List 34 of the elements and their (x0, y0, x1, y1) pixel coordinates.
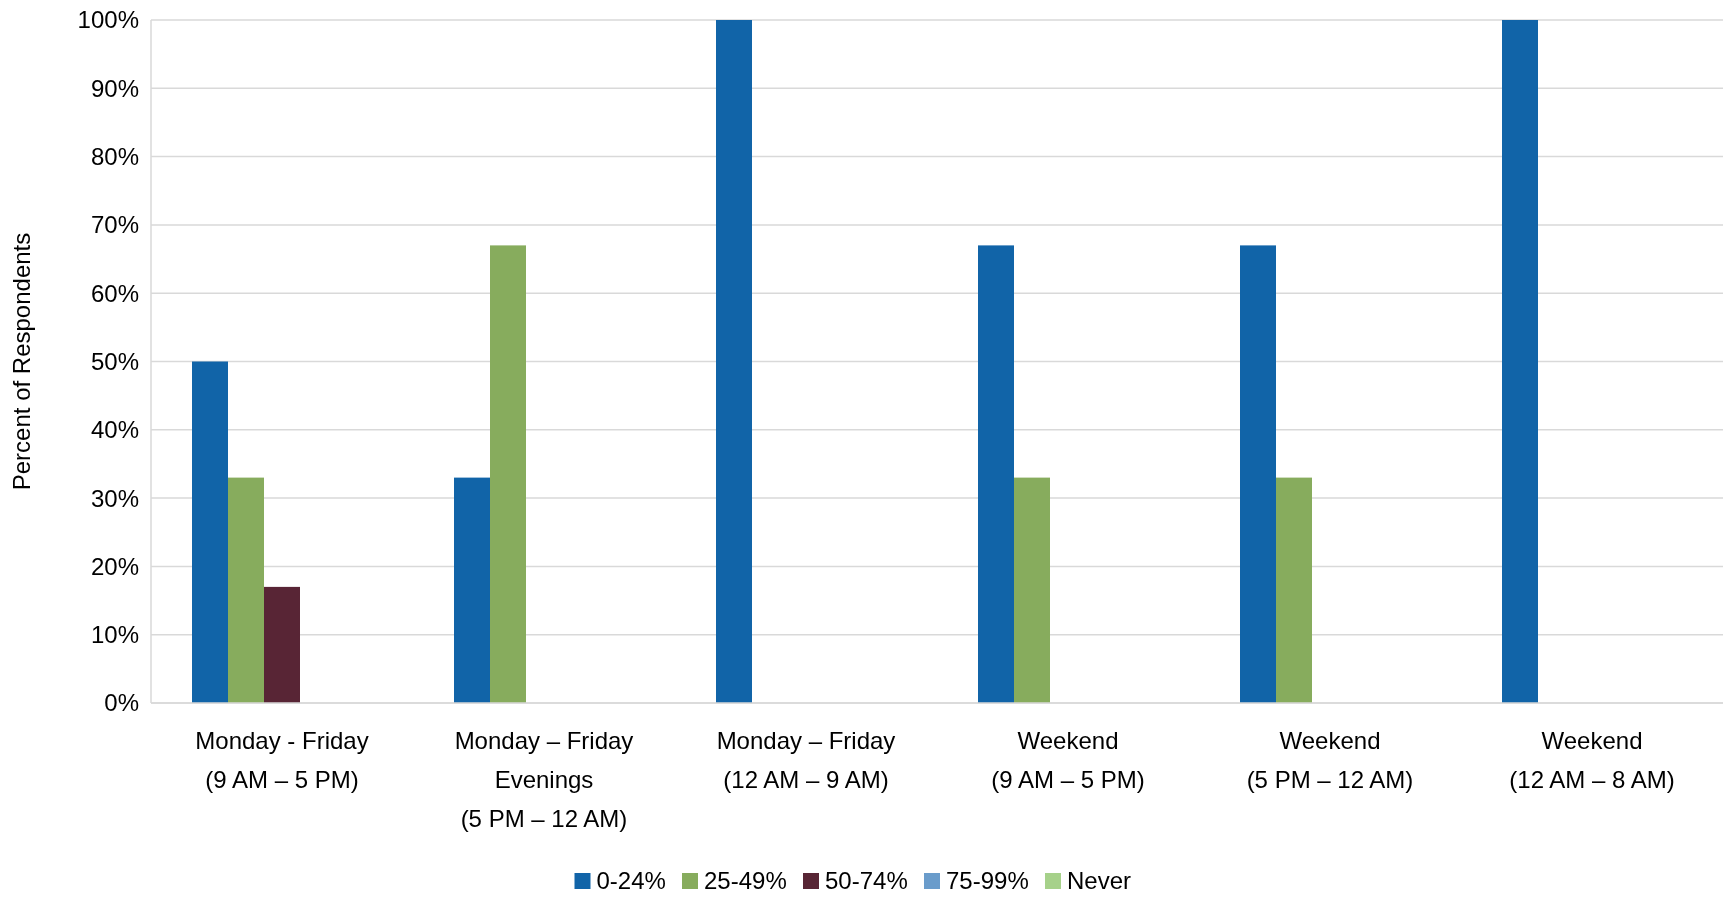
bar (978, 245, 1014, 703)
y-tick-label: 70% (90, 211, 139, 239)
x-tick-label: Weekend (9 AM – 5 PM) (991, 727, 1145, 793)
y-tick-label: 0% (104, 689, 139, 717)
y-tick-label: 60% (90, 279, 139, 307)
x-tick-label: Monday - Friday (9 AM – 5 PM) (195, 727, 369, 793)
x-tick-label: Monday – Friday Evenings (5 PM – 12 AM) (454, 727, 634, 832)
bar (228, 477, 264, 703)
y-axis-title: Percent of Respondents (8, 232, 35, 491)
legend-label: 75-99% (946, 867, 1029, 894)
y-tick-label: 90% (90, 74, 139, 102)
bar (490, 245, 526, 703)
y-tick-label: 40% (90, 416, 139, 444)
y-tick-label: 30% (90, 484, 139, 512)
x-tick-label: Weekend (12 AM – 8 AM) (1509, 727, 1675, 793)
y-tick-label: 20% (90, 552, 139, 580)
legend-label: 25-49% (704, 867, 787, 894)
x-tick-label: Weekend (5 PM – 12 AM) (1246, 727, 1414, 793)
bar (716, 20, 752, 703)
bar (1240, 245, 1276, 703)
bar (1502, 20, 1538, 703)
y-tick-label: 50% (90, 347, 139, 375)
bar (1014, 477, 1050, 703)
y-tick-label: 100% (77, 6, 139, 34)
x-tick-label: Monday – Friday (12 AM – 9 AM) (716, 727, 896, 793)
y-tick-label: 10% (90, 621, 139, 649)
legend-label: 0-24% (596, 867, 666, 894)
legend-label: 50-74% (825, 867, 908, 894)
bar (1276, 477, 1312, 703)
legend-label: Never (1067, 867, 1132, 894)
bar (264, 586, 300, 703)
bar (454, 477, 490, 703)
bar (192, 361, 228, 703)
y-tick-label: 80% (90, 143, 139, 170)
